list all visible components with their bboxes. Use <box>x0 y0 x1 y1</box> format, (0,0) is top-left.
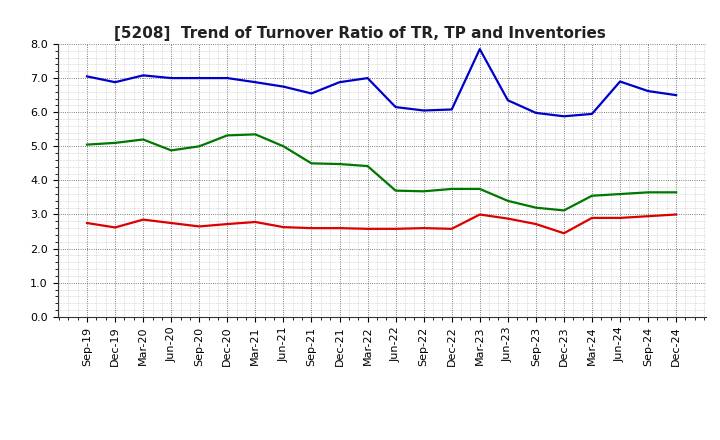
Trade Receivables <box>672 212 680 217</box>
Trade Receivables <box>251 220 260 225</box>
Inventories <box>83 142 91 147</box>
Trade Payables <box>195 76 204 81</box>
Trade Payables <box>644 88 652 94</box>
Trade Payables <box>588 111 596 117</box>
Inventories <box>364 163 372 169</box>
Trade Payables <box>251 80 260 85</box>
Inventories <box>195 143 204 149</box>
Inventories <box>391 188 400 193</box>
Trade Payables <box>111 80 120 85</box>
Trade Receivables <box>307 225 316 231</box>
Inventories <box>279 143 288 149</box>
Line: Trade Receivables: Trade Receivables <box>87 214 676 233</box>
Text: [5208]  Trend of Turnover Ratio of TR, TP and Inventories: [5208] Trend of Turnover Ratio of TR, TP… <box>114 26 606 41</box>
Trade Receivables <box>475 212 484 217</box>
Trade Payables <box>336 80 344 85</box>
Trade Payables <box>419 108 428 113</box>
Inventories <box>588 193 596 198</box>
Trade Receivables <box>336 225 344 231</box>
Inventories <box>307 161 316 166</box>
Trade Payables <box>167 76 176 81</box>
Trade Payables <box>616 79 624 84</box>
Inventories <box>672 190 680 195</box>
Inventories <box>559 208 568 213</box>
Trade Receivables <box>559 231 568 236</box>
Trade Receivables <box>503 216 512 221</box>
Inventories <box>336 161 344 167</box>
Trade Payables <box>475 47 484 52</box>
Trade Receivables <box>111 225 120 230</box>
Trade Receivables <box>644 213 652 219</box>
Trade Payables <box>307 91 316 96</box>
Inventories <box>503 198 512 203</box>
Trade Receivables <box>447 226 456 231</box>
Trade Payables <box>279 84 288 89</box>
Trade Receivables <box>167 220 176 226</box>
Trade Receivables <box>419 225 428 231</box>
Trade Receivables <box>616 215 624 220</box>
Trade Payables <box>447 107 456 112</box>
Line: Trade Payables: Trade Payables <box>87 49 676 116</box>
Trade Payables <box>503 98 512 103</box>
Inventories <box>111 140 120 146</box>
Trade Receivables <box>588 215 596 220</box>
Trade Receivables <box>223 221 232 227</box>
Inventories <box>531 205 540 210</box>
Trade Payables <box>83 74 91 79</box>
Inventories <box>223 133 232 138</box>
Trade Receivables <box>364 226 372 231</box>
Inventories <box>419 189 428 194</box>
Inventories <box>644 190 652 195</box>
Inventories <box>447 186 456 191</box>
Trade Payables <box>559 114 568 119</box>
Inventories <box>251 132 260 137</box>
Trade Payables <box>531 110 540 116</box>
Trade Payables <box>672 92 680 98</box>
Trade Receivables <box>391 226 400 231</box>
Trade Payables <box>139 73 148 78</box>
Trade Receivables <box>279 224 288 230</box>
Line: Inventories: Inventories <box>87 134 676 210</box>
Inventories <box>616 191 624 197</box>
Trade Receivables <box>139 217 148 222</box>
Trade Payables <box>364 76 372 81</box>
Inventories <box>475 186 484 191</box>
Inventories <box>139 137 148 142</box>
Inventories <box>167 148 176 153</box>
Trade Receivables <box>83 220 91 226</box>
Trade Payables <box>391 104 400 110</box>
Trade Receivables <box>531 221 540 227</box>
Trade Receivables <box>195 224 204 229</box>
Trade Payables <box>223 76 232 81</box>
